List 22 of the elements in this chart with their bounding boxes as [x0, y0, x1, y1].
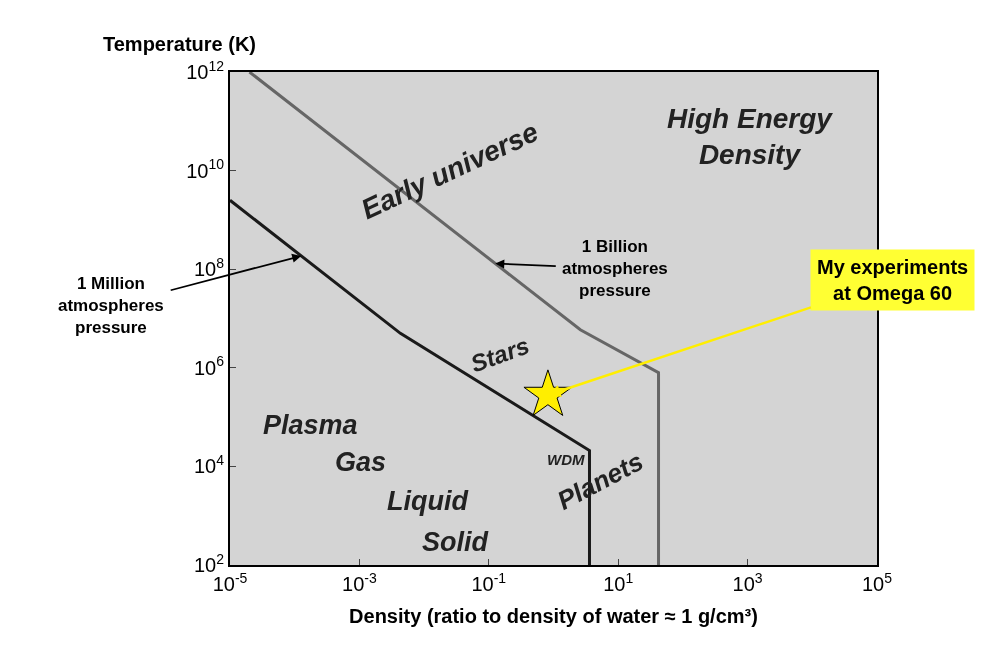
annotation: High Energy Density	[667, 103, 834, 171]
annotation: Plasma	[263, 410, 358, 440]
y-tick-label: 10$^{2}$	[193, 550, 225, 576]
x-tick-label: 10$^{-1}$	[471, 569, 507, 595]
annotation: 1 Million atmospheres pressure	[58, 274, 164, 338]
x-axis-title: Density (ratio to density of water ≈ 1 g/cm³)	[349, 605, 758, 627]
x-tick-label: 10$^{1}$	[603, 569, 634, 595]
y-axis-title: Temperature (K)	[103, 33, 256, 55]
y-tick-label: 10$^{6}$	[193, 353, 225, 379]
annotation: Solid	[422, 527, 489, 557]
annotation: Gas	[335, 447, 387, 477]
y-tick-label: 10$^{12}$	[186, 57, 225, 83]
annotation: My experiments at Omega 60	[817, 256, 969, 304]
annotation: Liquid	[387, 486, 469, 516]
y-tick-label: 10$^{4}$	[193, 452, 225, 478]
x-tick-label: 10$^{5}$	[861, 569, 893, 595]
annotation: Stars	[467, 331, 533, 378]
y-tick-label: 10$^{10}$	[186, 156, 225, 182]
annotation: 1 Billion atmospheres pressure	[562, 237, 668, 301]
x-tick-label: 10$^{-3}$	[342, 569, 377, 595]
x-tick-label: 10$^{3}$	[732, 569, 763, 595]
y-tick-label: 10$^{8}$	[193, 254, 225, 281]
